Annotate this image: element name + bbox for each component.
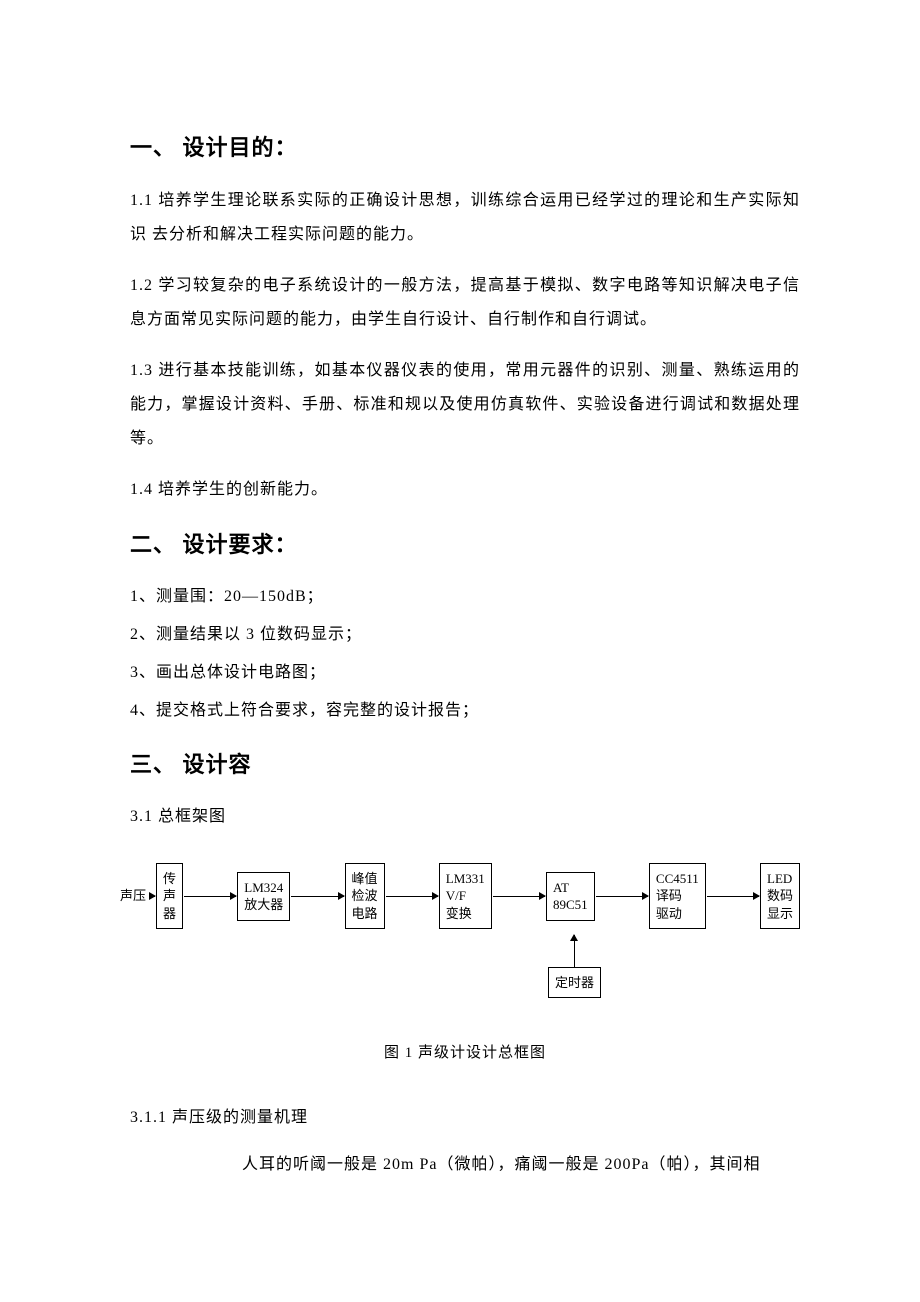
arrow-icon	[386, 896, 438, 897]
box-decoder: CC4511 译码 驱动	[649, 863, 706, 930]
box-sensor: 传 声 器	[156, 863, 183, 930]
box-mcu: AT 89C51	[546, 872, 595, 921]
section-2-heading: 二、 设计要求：	[130, 527, 800, 559]
document-page: 一、 设计目的： 1.1 培养学生理论联系实际的正确设计思想，训练综合运用已经学…	[0, 0, 920, 1259]
arrow-icon	[493, 896, 545, 897]
diagram-main-row: 声压 传 声 器 LM324 放大器 峰值 检波 电路 LM331 V/F 变换…	[120, 863, 800, 930]
arrow-icon	[707, 896, 759, 897]
box-peak-detector: 峰值 检波 电路	[345, 863, 385, 930]
section-3-1-1-heading: 3.1.1 声压级的测量机理	[130, 1102, 800, 1134]
box-timer: 定时器	[548, 967, 601, 999]
section-1-p4: 1.4 培养学生的创新能力。	[130, 473, 800, 507]
section-1-p2: 1.2 学习较复杂的电子系统设计的一般方法，提高基于模拟、数字电路等知识解决电子…	[130, 269, 800, 336]
arrow-icon	[150, 896, 155, 897]
section-2-item-1: 1、测量围：20—150dB；	[130, 581, 800, 613]
section-1-p1: 1.1 培养学生理论联系实际的正确设计思想，训练综合运用已经学过的理论和生产实际…	[130, 184, 800, 251]
arrow-icon	[596, 896, 648, 897]
arrow-icon	[184, 896, 236, 897]
box-vf-converter: LM331 V/F 变换	[439, 863, 492, 930]
arrow-up-icon	[574, 935, 575, 967]
block-diagram: 声压 传 声 器 LM324 放大器 峰值 检波 电路 LM331 V/F 变换…	[130, 863, 800, 1023]
timer-branch: 定时器	[548, 935, 601, 999]
input-label: 声压	[120, 888, 146, 905]
box-display: LED 数码 显示	[760, 863, 800, 930]
box-amplifier: LM324 放大器	[237, 872, 290, 921]
arrow-icon	[291, 896, 343, 897]
figure-1-caption: 图 1 声级计设计总框图	[130, 1041, 800, 1062]
section-1-p3: 1.3 进行基本技能训练，如基本仪器仪表的使用，常用元器件的识别、测量、熟练运用…	[130, 354, 800, 455]
section-2-item-4: 4、提交格式上符合要求，容完整的设计报告；	[130, 695, 800, 727]
section-3-heading: 三、 设计容	[130, 747, 800, 779]
section-2-item-3: 3、画出总体设计电路图；	[130, 657, 800, 689]
section-2-item-2: 2、测量结果以 3 位数码显示；	[130, 619, 800, 651]
section-3-1-1-p1: 人耳的听阈一般是 20m Pa（微帕），痛阈一般是 200Pa（帕），其间相	[130, 1148, 800, 1182]
section-1-heading: 一、 设计目的：	[130, 130, 800, 162]
section-3-1-heading: 3.1 总框架图	[130, 801, 800, 833]
